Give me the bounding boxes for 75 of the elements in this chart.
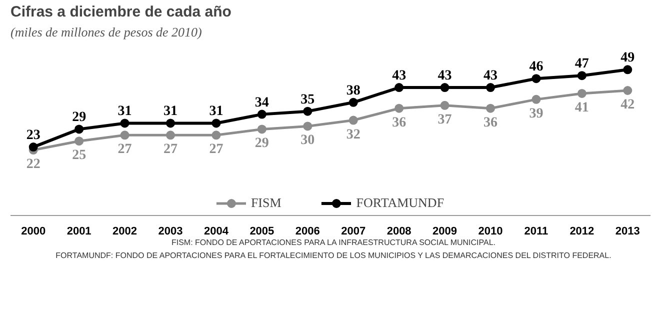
- data-label: 29: [254, 136, 269, 152]
- x-tick-label: 2003: [158, 226, 183, 238]
- point: [394, 83, 404, 92]
- point: [532, 94, 541, 104]
- data-label: 43: [438, 68, 452, 84]
- text: FISM: FONDO DE APORTACIONES PARA LA INFRAESTRUCTURA SOCIAL MUNICIPAL.: [171, 237, 496, 248]
- data-label: 31: [118, 104, 132, 120]
- point: [577, 71, 586, 80]
- data-label: 43: [392, 68, 406, 84]
- point: [74, 136, 84, 146]
- point: [166, 130, 175, 140]
- data-label: 47: [574, 56, 589, 72]
- point: [577, 88, 586, 98]
- data-label: 31: [164, 104, 178, 120]
- point: [303, 122, 312, 131]
- x-tick-label: 2012: [570, 226, 594, 238]
- point: [120, 130, 130, 140]
- x-tick-label: 2000: [21, 226, 46, 238]
- data-label: 25: [72, 148, 86, 164]
- point: [303, 106, 312, 116]
- legend-label: FISM: [250, 195, 282, 211]
- point: [440, 100, 450, 110]
- data-label: 37: [438, 112, 452, 128]
- point: [623, 65, 632, 74]
- data-label: 38: [346, 83, 360, 98]
- data-label: 39: [529, 106, 544, 122]
- point: [166, 118, 175, 128]
- data-label: 27: [164, 142, 178, 158]
- data-label: 49: [620, 50, 635, 66]
- data-label: 36: [392, 115, 406, 130]
- data-label: 32: [346, 127, 360, 142]
- x-tick-label: 2010: [478, 226, 503, 238]
- legend-label: FORTAMUNDF: [356, 195, 444, 211]
- x-tick-label: 2009: [432, 226, 458, 238]
- data-label: 23: [26, 128, 40, 144]
- data-label: 46: [529, 60, 544, 75]
- chart-title: Cifras a diciembre de cada año: [10, 4, 232, 20]
- point: [394, 104, 404, 113]
- point: [348, 116, 358, 125]
- x-tick-label: 2001: [66, 226, 92, 238]
- data-label: 43: [484, 68, 498, 84]
- text: FORTAMUNDF: FONDO DE APORTACIONES PARA EL FORTALECIMIENTO DE LOS MUNICIPIOS Y LAS DEMARCACIONES DEL DISTRITO FEDERAL.: [56, 250, 612, 262]
- point: [28, 142, 38, 152]
- data-label: 27: [118, 142, 132, 158]
- x-tick-label: 2007: [341, 226, 366, 238]
- data-label: 30: [300, 133, 315, 148]
- point: [440, 83, 450, 92]
- point: [532, 74, 541, 84]
- x-tick-label: 2004: [204, 226, 230, 238]
- x-tick-label: 2002: [112, 226, 138, 238]
- x-tick-label: 2006: [295, 226, 320, 238]
- data-label: 34: [254, 95, 269, 110]
- data-label: 29: [72, 110, 86, 126]
- data-label: 42: [620, 98, 635, 112]
- x-tick-label: 2011: [524, 226, 548, 238]
- point: [348, 98, 358, 107]
- point: [257, 124, 266, 134]
- point: [74, 124, 84, 134]
- point: [486, 104, 495, 113]
- point: [120, 118, 130, 128]
- data-label: 31: [209, 104, 224, 120]
- x-tick-label: 2013: [615, 226, 640, 238]
- point: [257, 110, 266, 119]
- data-label: 27: [209, 142, 224, 158]
- data-label: 41: [574, 100, 589, 116]
- data-label: 35: [300, 92, 315, 108]
- point: [212, 130, 221, 140]
- chart-subtitle: (miles de millones de pesos de 2010): [10, 24, 202, 40]
- data-label: 22: [26, 157, 40, 172]
- point: [623, 86, 632, 95]
- point: [212, 118, 221, 128]
- data-label: 36: [484, 115, 498, 130]
- point: [486, 83, 495, 92]
- x-tick-label: 2008: [386, 226, 412, 238]
- x-tick-label: 2005: [250, 226, 274, 238]
